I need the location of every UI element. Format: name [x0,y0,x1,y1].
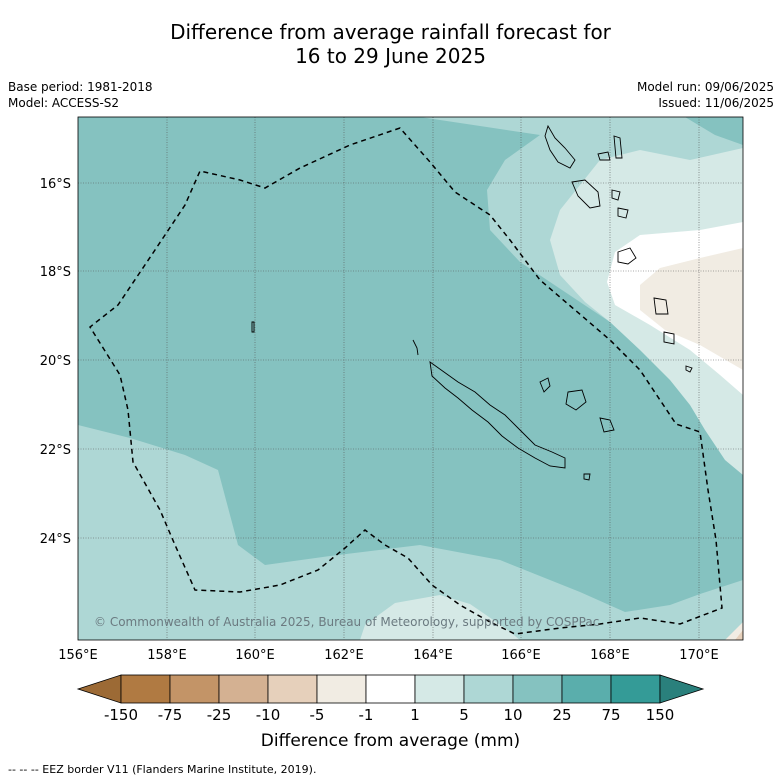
maewo-coast [613,135,623,159]
meta-left: Base period: 1981-2018 Model: ACCESS-S2 [8,79,153,111]
lon-label: 160°E [235,648,275,663]
malakula-coast [571,179,601,209]
colorbar-extend-high [659,674,705,704]
map-frame [77,116,744,641]
colorbar-ticks: -150 -75 -25 -10 -5 -1 1 5 10 25 75 150 [104,706,674,724]
meta-right: Model run: 09/06/2025 Issued: 11/06/2025 [637,79,774,111]
title-line-2: 16 to 29 June 2025 [295,44,486,68]
colorbar-segment [561,674,612,704]
colorbar-tick-label: 25 [552,706,571,724]
map-title: Difference from average rainfall forecas… [0,20,781,68]
colorbar-extend-low [76,674,122,704]
colorbar-segment [463,674,514,704]
colorbar-tick-label: 5 [459,706,469,724]
lat-label: 18°S [40,265,71,280]
colorbar-segments [120,674,661,704]
colorbar-tick-label: 10 [503,706,522,724]
belep-islands [412,339,419,356]
lat-label: 16°S [40,177,71,192]
tanna-coast [653,297,669,315]
colorbar-tick-label: 75 [601,706,620,724]
lon-label: 168°E [590,648,630,663]
colorbar-segment [365,674,416,704]
colorbar: -150 -75 -25 -10 -5 -1 1 5 10 25 75 150 [76,674,705,724]
colorbar-tick-label: 150 [646,706,675,724]
colorbar-segment [169,674,220,704]
eez-border [89,127,723,635]
band-dry-east [640,248,743,370]
longitude-labels: 156°E 158°E 160°E 162°E 164°E 166°E 168°… [58,648,719,663]
aneityum-coast [663,331,675,345]
copyright-text: © Commonwealth of Australia 2025, Bureau… [94,615,599,629]
mare-coast [599,417,615,433]
colorbar-tick-label: -25 [207,706,232,724]
colorbar-title: Difference from average (mm) [260,731,521,751]
erromango-coast [617,247,637,265]
colorbar-tick-label: -75 [158,706,183,724]
colorbar-segment [414,674,465,704]
model-name: Model: ACCESS-S2 [8,96,120,110]
lat-label: 24°S [40,532,71,547]
new-caledonia-coast [429,361,566,469]
rainfall-field [78,117,743,640]
lon-label: 166°E [501,648,541,663]
colorbar-segment [316,674,367,704]
model-run: Model run: 09/06/2025 [636,80,774,94]
colorbar-segment [218,674,269,704]
band-1-5-south [360,595,520,640]
ouvea-coast [539,377,551,393]
colorbar-segment [267,674,318,704]
eez-legend-footnote: -- -- -- EEZ border V11 (Flanders Marine… [8,763,317,776]
lon-label: 164°E [413,648,453,663]
gridlines [78,117,743,640]
band-dry-corner [725,622,743,640]
band-10-25-ne [685,117,743,145]
ambae-coast [597,151,611,161]
lifou-coast [565,389,587,411]
chesterfield-islands [251,321,255,333]
efate-coast [617,207,629,219]
colorbar-tick-label: -10 [256,706,281,724]
colorbar-tick-label: -150 [104,706,138,724]
coastlines [251,124,693,481]
lat-label: 20°S [40,354,71,369]
lon-label: 158°E [147,648,187,663]
band-5-10-south [78,425,743,640]
colorbar-segment [512,674,563,704]
title-line-1: Difference from average rainfall forecas… [170,20,611,44]
epi-coast [611,189,621,201]
colorbar-tick-label: -1 [359,706,374,724]
lon-label: 162°E [324,648,364,663]
colorbar-segment [120,674,171,704]
band-dry-corner-2 [735,630,743,640]
isle-of-pines-coast [583,473,591,481]
colorbar-tick-label: -5 [310,706,325,724]
espiritu-santo-coast [544,124,576,169]
matthew-island-coast [685,365,693,373]
colorbar-tick-label: 1 [410,706,420,724]
latitude-labels: 16°S 18°S 20°S 22°S 24°S [40,177,71,547]
colorbar-segment [610,674,661,704]
issued-date: Issued: 11/06/2025 [658,96,774,110]
lon-label: 170°E [679,648,719,663]
lat-label: 22°S [40,443,71,458]
lon-label: 156°E [58,648,98,663]
base-period: Base period: 1981-2018 [8,80,153,94]
